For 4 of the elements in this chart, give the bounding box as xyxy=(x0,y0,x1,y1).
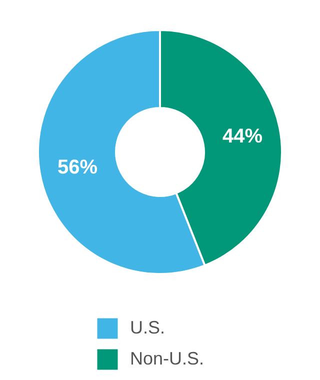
legend-label: Non-U.S. xyxy=(130,348,204,368)
legend-label: U.S. xyxy=(130,318,166,338)
data-label: 44% xyxy=(222,125,263,148)
data-label: 56% xyxy=(57,156,98,179)
